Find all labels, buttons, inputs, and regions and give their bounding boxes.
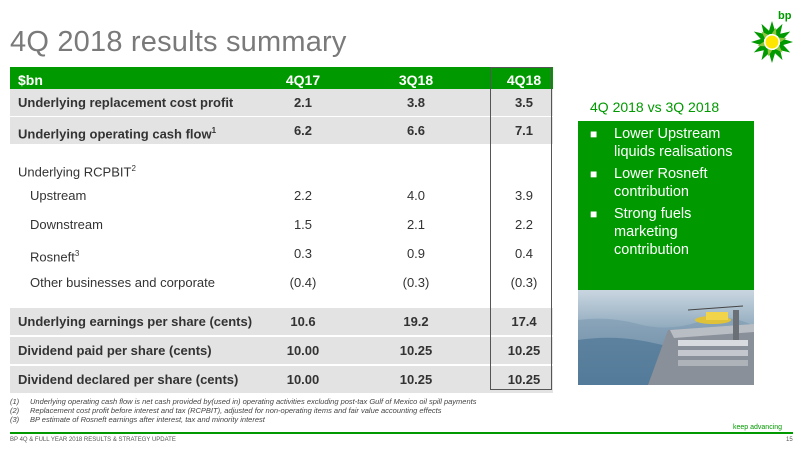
cell-4q18: 17.4	[511, 314, 537, 329]
highlight-text: Lower Upstream liquids realisations	[614, 126, 733, 160]
table-row: Underlying operating cash flow1 6.2 6.6 …	[10, 117, 553, 144]
table-row: Other businesses and corporate (0.4) (0.…	[10, 269, 553, 296]
page-number: 15	[786, 437, 793, 443]
cell-3q18: 19.2	[403, 314, 429, 329]
highlight-text: Lower Rosneft contribution	[614, 166, 708, 200]
row-label-text: Underlying operating cash flow	[18, 126, 212, 142]
highlight-item: ■ Lower Upstream liquids realisations	[578, 125, 754, 161]
table-row: Dividend paid per share (cents) 10.00 10…	[10, 337, 553, 364]
bullet-square-icon: ■	[590, 127, 598, 141]
tagline: keep advancing	[733, 424, 783, 431]
cell-4q17: 10.00	[286, 372, 320, 387]
table-row: Underlying earnings per share (cents) 10…	[10, 308, 553, 335]
cell-4q18: 2.2	[514, 217, 534, 232]
highlight-text: Strong fuels marketing contribution	[614, 206, 692, 258]
footnote-text: BP estimate of Rosneft earnings after in…	[30, 415, 265, 424]
header-col-4q18: 4Q18	[506, 72, 542, 88]
sidebar-title: 4Q 2018 vs 3Q 2018	[590, 99, 720, 115]
footnote-marker: 1	[211, 126, 217, 135]
row-label: Underlying earnings per share (cents)	[18, 314, 253, 329]
cell-4q17: (0.4)	[289, 275, 317, 290]
footer-divider	[10, 432, 793, 434]
footnote: (3) BP estimate of Rosneft earnings after…	[10, 415, 476, 424]
row-label: Upstream	[30, 188, 87, 203]
footnote-number: (1)	[10, 397, 20, 406]
cell-4q18: 3.5	[514, 95, 534, 110]
table-row: Downstream 1.5 2.1 2.2	[10, 211, 553, 238]
cell-4q18: 0.4	[514, 246, 534, 261]
footnote-number: (3)	[10, 415, 20, 424]
bullet-square-icon: ■	[590, 207, 598, 221]
cell-3q18: 3.8	[406, 95, 426, 110]
footnote-number: (2)	[10, 406, 20, 415]
table-row: Rosneft3 0.3 0.9 0.4	[10, 240, 553, 267]
table-row: Dividend declared per share (cents) 10.0…	[10, 366, 553, 393]
footnote-marker: 3	[74, 249, 80, 258]
table-row: Underlying replacement cost profit 2.1 3…	[10, 89, 553, 116]
bp-helios-logo-icon	[751, 21, 793, 63]
footnote-marker: 2	[131, 164, 136, 173]
cell-3q18: 10.25	[399, 372, 433, 387]
header-unit: $bn	[18, 72, 43, 88]
cell-3q18: 10.25	[399, 343, 433, 358]
cell-4q17: 10.6	[290, 314, 316, 329]
cell-4q17: 0.3	[293, 246, 313, 261]
sidebar-highlights: ■ Lower Upstream liquids realisations ■ Lo…	[578, 121, 754, 290]
row-label: Underlying operating cash flow1	[18, 117, 216, 147]
highlight-item: ■ Lower Rosneft contribution	[578, 165, 754, 201]
cell-4q17: 10.00	[286, 343, 320, 358]
footnote: (1) Underlying operating cash flow is net…	[10, 397, 476, 406]
cell-3q18: 4.0	[406, 188, 426, 203]
offshore-platform-photo	[578, 290, 754, 385]
cell-4q17: 1.5	[293, 217, 313, 232]
row-label: Rosneft3	[30, 240, 79, 270]
row-label: Dividend paid per share (cents)	[18, 343, 212, 358]
row-label: Underlying RCPBIT2	[18, 155, 136, 185]
row-label-text: Rosneft	[30, 249, 75, 265]
cell-4q18: 10.25	[507, 343, 541, 358]
cell-4q18: 7.1	[514, 123, 534, 138]
row-label: Downstream	[30, 217, 103, 232]
cell-4q18: 3.9	[514, 188, 534, 203]
cell-3q18: 2.1	[406, 217, 426, 232]
bullet-square-icon: ■	[590, 167, 598, 181]
footnote-text: Replacement cost profit before interest …	[30, 406, 442, 415]
cell-4q17: 2.2	[293, 188, 313, 203]
cell-3q18: 0.9	[406, 246, 426, 261]
table-row: Upstream 2.2 4.0 3.9	[10, 182, 553, 209]
cell-4q18: (0.3)	[510, 275, 538, 290]
header-col-4q17: 4Q17	[285, 72, 321, 88]
row-label: Other businesses and corporate	[30, 275, 215, 290]
cell-3q18: 6.6	[406, 123, 426, 138]
page-title: 4Q 2018 results summary	[10, 26, 347, 58]
footnote-text: Underlying operating cash flow is net ca…	[30, 397, 477, 406]
logo-text: bp	[778, 10, 792, 22]
footnotes: (1) Underlying operating cash flow is net…	[10, 397, 476, 424]
cell-3q18: (0.3)	[402, 275, 430, 290]
cell-4q17: 2.1	[293, 95, 313, 110]
row-label: Underlying replacement cost profit	[18, 95, 234, 110]
footnote: (2) Replacement cost profit before intere…	[10, 406, 476, 415]
header-col-3q18: 3Q18	[398, 72, 434, 88]
row-label: Dividend declared per share (cents)	[18, 372, 239, 387]
cell-4q17: 6.2	[293, 123, 313, 138]
highlight-item: ■ Strong fuels marketing contribution	[578, 205, 754, 259]
cell-4q18: 10.25	[507, 372, 541, 387]
footer-text: BP 4Q & FULL YEAR 2018 RESULTS & STRATEG…	[10, 437, 176, 443]
table-row: Underlying RCPBIT2	[10, 155, 553, 182]
row-label-text: Underlying RCPBIT	[18, 164, 132, 180]
